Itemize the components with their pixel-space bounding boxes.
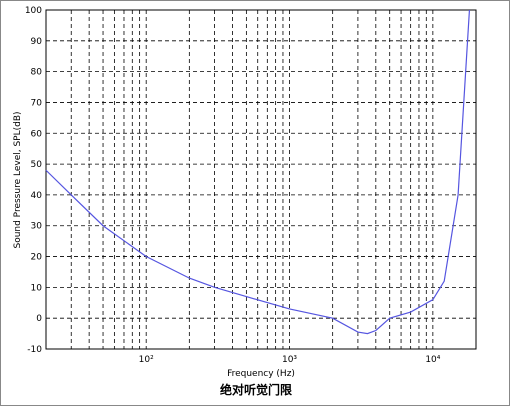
y-tick-label: 40	[31, 191, 43, 201]
x-axis-label: Frequency (Hz)	[227, 369, 295, 379]
chart-title: 绝对听觉门限	[220, 382, 292, 397]
y-tick-label: 70	[31, 98, 43, 108]
x-tick-label: 10³	[282, 355, 297, 365]
y-tick-label: 20	[31, 253, 43, 263]
y-axis-label: Sound Pressure Level, SPL(dB)	[13, 111, 23, 248]
y-tick-label: 90	[31, 37, 43, 47]
y-tick-label: 100	[25, 6, 42, 16]
y-tick-label: 60	[31, 129, 43, 139]
y-tick-label: 80	[31, 68, 43, 78]
y-tick-label: 30	[31, 222, 43, 232]
x-tick-label: 10²	[139, 355, 154, 365]
curve	[45, 9, 471, 335]
x-tick-label: 10⁴	[425, 355, 440, 365]
y-tick-label: -10	[27, 345, 42, 355]
y-tick-label: 10	[31, 283, 43, 293]
y-tick-label: 50	[31, 160, 43, 170]
plot-area	[45, 9, 477, 350]
y-tick-label: 0	[36, 314, 42, 324]
